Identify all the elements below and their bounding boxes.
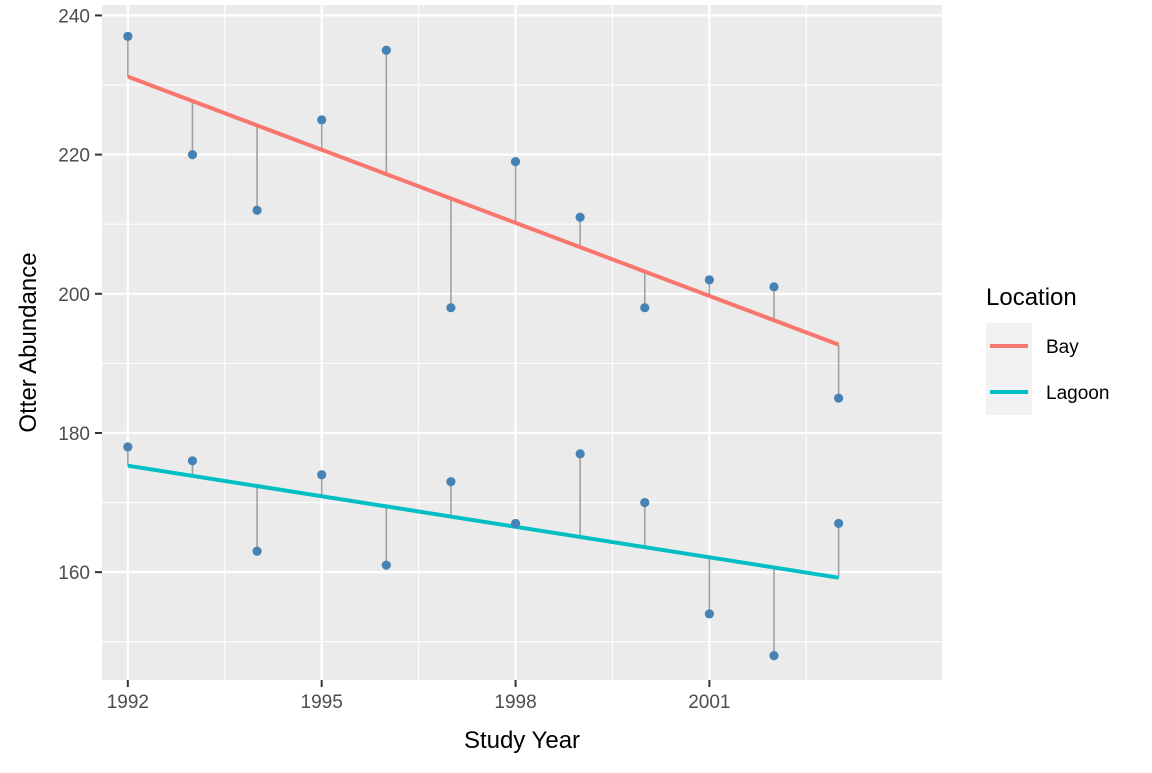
data-point-lagoon xyxy=(510,518,521,529)
x-tick-label: 1998 xyxy=(494,692,536,713)
data-point-bay xyxy=(769,282,779,292)
y-axis-title: Otter Abundance xyxy=(15,252,42,432)
data-point-bay xyxy=(187,150,198,160)
x-axis-title: Study Year xyxy=(464,727,580,754)
x-tick-label: 2001 xyxy=(688,692,730,713)
axes: 1992 1995 1998 2001 160 180 200 220 240 xyxy=(58,6,730,713)
y-tick-label: 200 xyxy=(58,285,90,306)
legend-label-lagoon: Lagoon xyxy=(1046,383,1109,404)
data-point-lagoon xyxy=(834,518,844,529)
data-point-lagoon xyxy=(704,609,714,619)
x-tick-label: 1992 xyxy=(107,692,149,713)
data-point-lagoon xyxy=(640,497,650,508)
legend-title: Location xyxy=(986,284,1077,311)
plot-panel xyxy=(102,5,942,680)
legend-key-background xyxy=(986,323,1032,415)
data-point-bay xyxy=(446,303,456,313)
legend-entries: Bay Lagoon xyxy=(990,337,1109,404)
fit-line-lagoon xyxy=(127,463,839,580)
data-point-lagoon xyxy=(187,456,198,466)
y-tick-label: 240 xyxy=(58,6,90,27)
legend: Location Bay Lagoon xyxy=(986,284,1109,415)
data-points xyxy=(123,31,844,661)
data-point-lagoon xyxy=(575,449,585,459)
data-point-lagoon xyxy=(769,651,779,661)
y-tick-label: 180 xyxy=(58,424,90,445)
data-point-bay xyxy=(704,275,714,285)
data-point-bay xyxy=(252,205,262,215)
fit-line-bay xyxy=(127,74,840,347)
data-point-lagoon xyxy=(446,477,456,487)
data-point-bay xyxy=(510,156,521,167)
data-point-bay xyxy=(123,31,133,41)
minor-gridlines xyxy=(102,5,942,680)
data-point-bay xyxy=(381,45,391,55)
data-point-lagoon xyxy=(123,442,133,452)
fit-lines xyxy=(127,74,840,580)
data-point-bay xyxy=(575,212,585,222)
y-tick-label: 220 xyxy=(58,146,90,167)
y-tick-label: 160 xyxy=(58,563,90,584)
data-point-bay xyxy=(640,303,650,313)
residual-segments xyxy=(127,36,840,656)
data-point-lagoon xyxy=(381,560,391,570)
legend-label-bay: Bay xyxy=(1046,337,1079,358)
x-tick-label: 1995 xyxy=(301,692,343,713)
data-point-bay xyxy=(834,393,844,403)
data-point-bay xyxy=(317,115,327,125)
data-point-lagoon xyxy=(252,546,262,556)
data-point-lagoon xyxy=(317,470,327,480)
